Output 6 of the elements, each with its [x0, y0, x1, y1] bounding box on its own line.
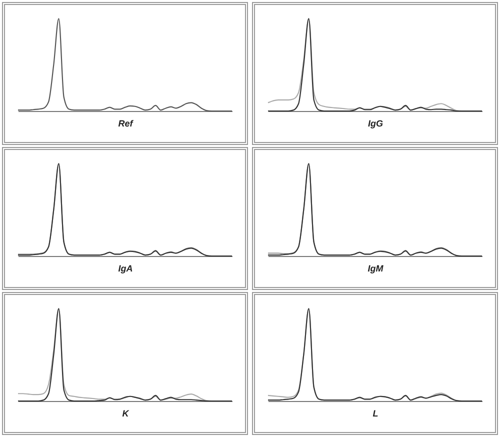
x-axis-title: K — [122, 408, 130, 418]
x-axis-title: IgM — [368, 264, 384, 274]
x-axis-title: Ref — [118, 118, 134, 128]
x-axis-title: IgA — [118, 264, 133, 274]
x-axis-title: L — [372, 408, 378, 418]
x-axis-title: IgG — [368, 118, 383, 128]
